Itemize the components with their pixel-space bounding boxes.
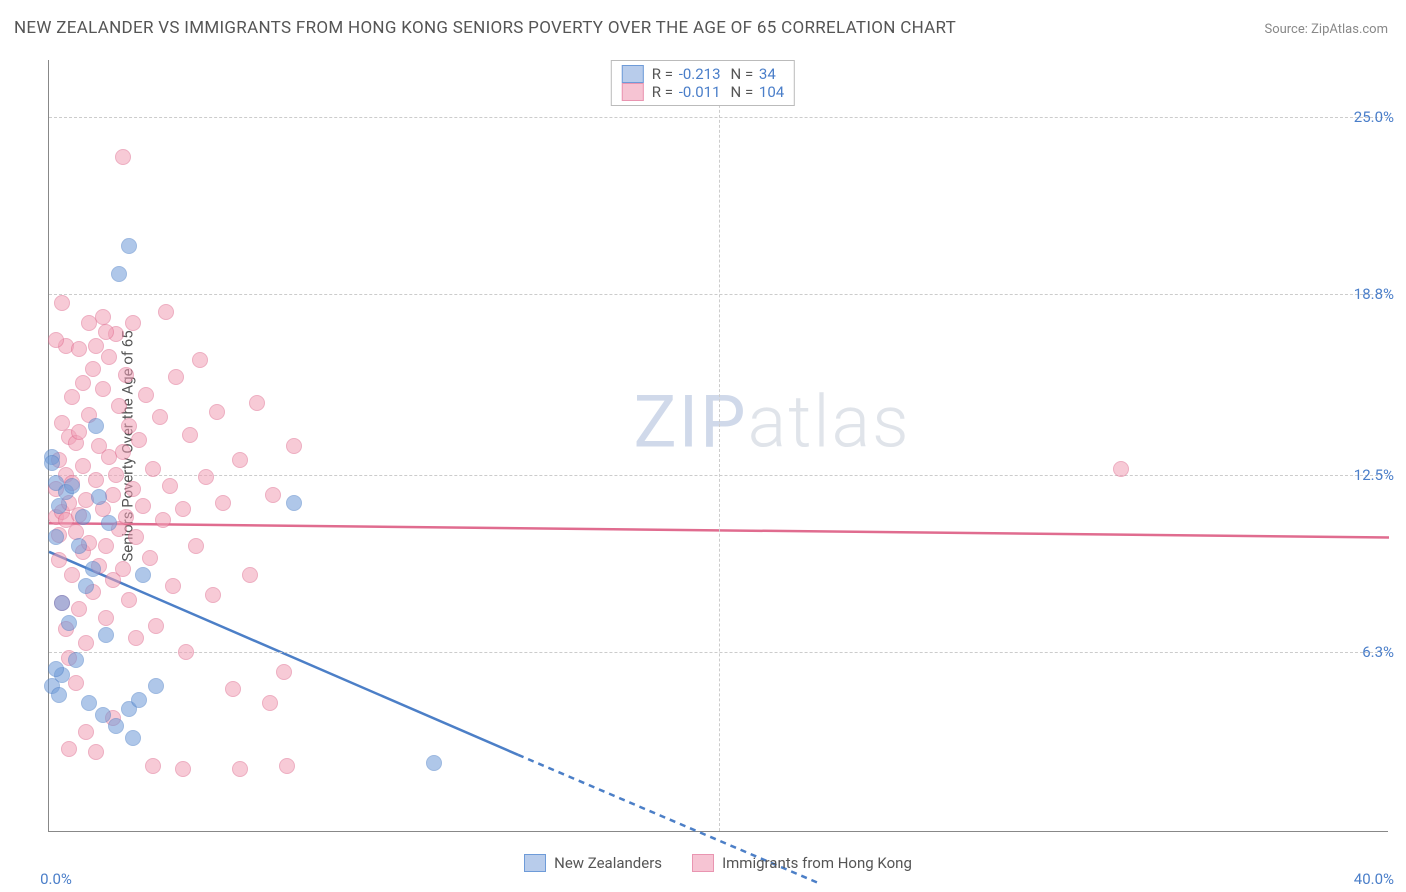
scatter-point: [162, 478, 178, 494]
scatter-point: [115, 561, 131, 577]
scatter-point: [175, 501, 191, 517]
scatter-point: [138, 387, 154, 403]
plot-area: ZIPatlas: [48, 60, 1388, 832]
scatter-point: [71, 424, 87, 440]
scatter-point: [242, 567, 258, 583]
scatter-point: [145, 461, 161, 477]
scatter-point: [182, 427, 198, 443]
scatter-point: [125, 730, 141, 746]
scatter-point: [286, 495, 302, 511]
scatter-point: [98, 538, 114, 554]
scatter-point: [142, 550, 158, 566]
scatter-point: [85, 361, 101, 377]
scatter-point: [145, 758, 161, 774]
scatter-point: [78, 724, 94, 740]
bottom-legend: New Zealanders Immigrants from Hong Kong: [48, 854, 1388, 872]
y-tick-label: 6.3%: [1362, 643, 1394, 661]
scatter-point: [115, 444, 131, 460]
scatter-point: [85, 561, 101, 577]
x-axis-max: 40.0%: [1354, 870, 1394, 888]
scatter-point: [98, 627, 114, 643]
scatter-point: [158, 304, 174, 320]
legend-swatch-1: [524, 854, 546, 872]
scatter-point: [48, 661, 64, 677]
stats-line-2: R = -0.011N = 104: [622, 83, 784, 101]
y-tick-label: 18.8%: [1354, 285, 1394, 303]
y-tick-label: 12.5%: [1354, 466, 1394, 484]
scatter-point: [108, 467, 124, 483]
scatter-point: [75, 375, 91, 391]
scatter-point: [71, 601, 87, 617]
scatter-point: [78, 578, 94, 594]
source-attribution: Source: ZipAtlas.com: [1264, 22, 1388, 37]
scatter-point: [98, 610, 114, 626]
scatter-point: [88, 418, 104, 434]
gridline-v: [719, 60, 720, 831]
scatter-point: [75, 509, 91, 525]
scatter-point: [71, 341, 87, 357]
stats-line-1: R = -0.213N = 34: [622, 65, 784, 83]
scatter-point: [232, 761, 248, 777]
scatter-point: [265, 487, 281, 503]
x-axis-min: 0.0%: [40, 870, 72, 888]
stats-legend: R = -0.213N = 34 R = -0.011N = 104: [611, 60, 795, 106]
scatter-point: [128, 630, 144, 646]
chart-title: NEW ZEALANDER VS IMMIGRANTS FROM HONG KO…: [14, 18, 956, 38]
scatter-point: [279, 758, 295, 774]
swatch-series1: [622, 65, 644, 83]
scatter-point: [135, 567, 151, 583]
scatter-point: [88, 744, 104, 760]
legend-swatch-2: [692, 854, 714, 872]
scatter-point: [51, 687, 67, 703]
scatter-point: [51, 498, 67, 514]
scatter-point: [75, 458, 91, 474]
scatter-point: [135, 498, 151, 514]
scatter-point: [125, 481, 141, 497]
scatter-point: [98, 324, 114, 340]
y-tick-label: 25.0%: [1354, 108, 1394, 126]
scatter-point: [175, 761, 191, 777]
scatter-point: [95, 381, 111, 397]
scatter-point: [115, 149, 131, 165]
scatter-point: [249, 395, 265, 411]
scatter-point: [118, 367, 134, 383]
scatter-point: [152, 409, 168, 425]
scatter-point: [68, 675, 84, 691]
swatch-series2: [622, 83, 644, 101]
scatter-point: [209, 404, 225, 420]
scatter-point: [192, 352, 208, 368]
scatter-point: [276, 664, 292, 680]
scatter-point: [125, 315, 141, 331]
scatter-point: [286, 438, 302, 454]
scatter-point: [165, 578, 181, 594]
scatter-point: [64, 567, 80, 583]
legend-item-1: New Zealanders: [524, 854, 662, 872]
scatter-point: [205, 587, 221, 603]
scatter-point: [105, 487, 121, 503]
scatter-point: [95, 707, 111, 723]
scatter-point: [48, 332, 64, 348]
scatter-point: [1113, 461, 1129, 477]
legend-item-2: Immigrants from Hong Kong: [692, 854, 912, 872]
